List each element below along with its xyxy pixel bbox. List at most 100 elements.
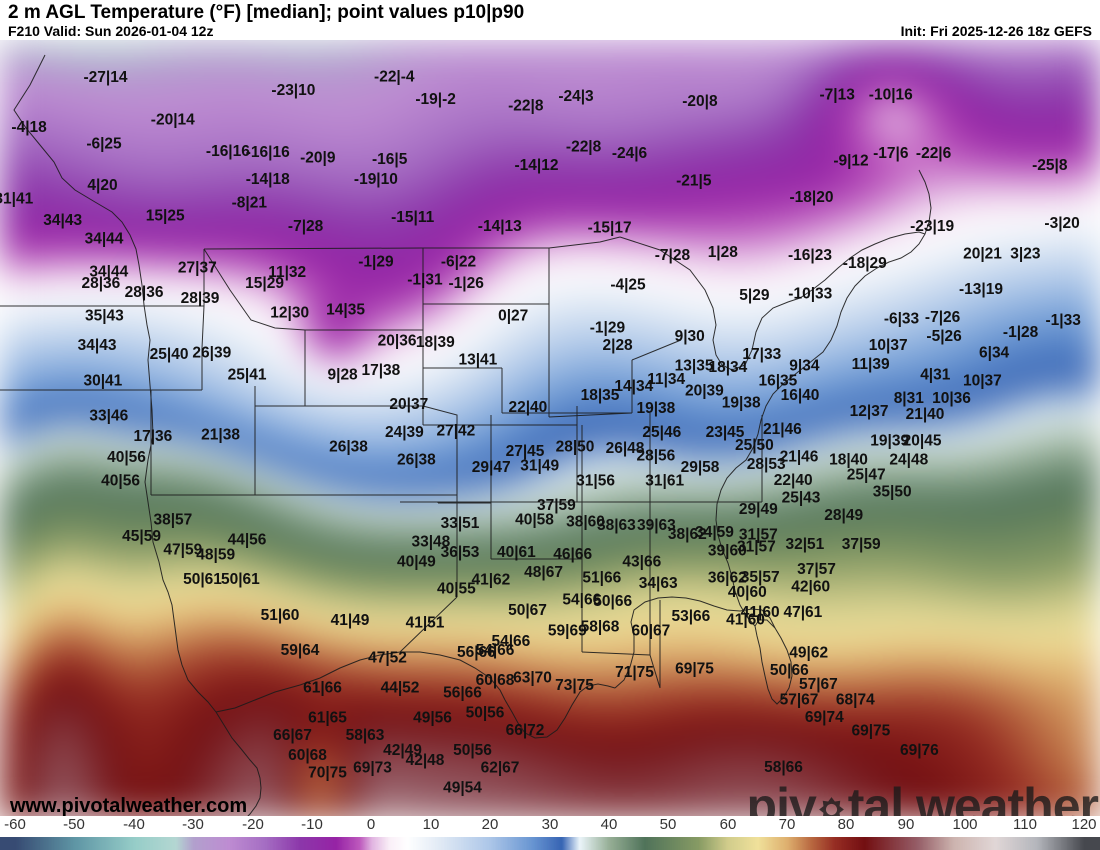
svg-text:-19|10: -19|10: [354, 171, 398, 188]
svg-text:-22|8: -22|8: [566, 139, 602, 156]
svg-text:31|41: 31|41: [0, 191, 34, 208]
svg-text:-4|25: -4|25: [610, 276, 646, 293]
svg-text:57|67: 57|67: [780, 691, 819, 708]
svg-text:70|75: 70|75: [308, 765, 347, 782]
svg-text:34|44: 34|44: [89, 264, 128, 281]
svg-text:30|41: 30|41: [83, 372, 122, 389]
svg-text:40|49: 40|49: [397, 553, 436, 570]
svg-text:-10|33: -10|33: [788, 286, 832, 303]
svg-text:25|43: 25|43: [782, 489, 821, 506]
svg-text:-21|5: -21|5: [676, 172, 712, 189]
svg-text:66|72: 66|72: [506, 722, 545, 739]
svg-text:16|40: 16|40: [781, 387, 820, 404]
svg-text:63|70: 63|70: [513, 670, 552, 687]
svg-text:40|60: 40|60: [728, 584, 767, 601]
svg-text:-1|28: -1|28: [1003, 324, 1039, 341]
svg-text:61|66: 61|66: [303, 680, 342, 697]
svg-text:47|52: 47|52: [368, 650, 407, 667]
svg-text:33|46: 33|46: [89, 408, 128, 425]
svg-text:21|40: 21|40: [906, 406, 945, 423]
svg-text:-1|31: -1|31: [407, 272, 443, 289]
svg-text:53|66: 53|66: [671, 608, 710, 625]
svg-text:57|67: 57|67: [799, 676, 838, 693]
svg-text:37|57: 37|57: [797, 561, 836, 578]
svg-text:9|30: 9|30: [675, 328, 705, 345]
svg-text:35|50: 35|50: [873, 484, 912, 501]
svg-text:11|39: 11|39: [852, 356, 890, 373]
svg-text:13|41: 13|41: [458, 352, 497, 369]
svg-text:20|45: 20|45: [903, 433, 942, 450]
svg-text:-18|29: -18|29: [843, 255, 887, 272]
svg-text:59|64: 59|64: [281, 642, 320, 659]
svg-text:29|49: 29|49: [739, 501, 778, 518]
svg-text:-5|26: -5|26: [926, 328, 962, 345]
svg-text:2|28: 2|28: [602, 337, 633, 354]
svg-text:46|66: 46|66: [553, 546, 592, 563]
svg-text:50|61: 50|61: [221, 571, 260, 588]
svg-text:61|65: 61|65: [308, 710, 347, 727]
svg-text:-22|6: -22|6: [916, 145, 952, 162]
svg-text:28|39: 28|39: [181, 290, 220, 307]
svg-text:28|50: 28|50: [556, 439, 595, 456]
svg-text:20|36: 20|36: [378, 333, 417, 350]
svg-text:19|38: 19|38: [636, 400, 675, 417]
svg-text:49|56: 49|56: [413, 710, 452, 727]
svg-text:-1|33: -1|33: [1046, 312, 1082, 329]
svg-text:-15|11: -15|11: [391, 209, 435, 226]
svg-text:-16|16: -16|16: [206, 143, 250, 160]
svg-text:22|40: 22|40: [508, 399, 547, 416]
svg-text:60|67: 60|67: [631, 622, 670, 639]
svg-text:17|36: 17|36: [133, 428, 172, 445]
svg-text:47|61: 47|61: [783, 604, 822, 621]
svg-text:-1|29: -1|29: [358, 253, 394, 270]
svg-text:26|38: 26|38: [329, 439, 368, 456]
svg-text:50|67: 50|67: [508, 602, 547, 619]
svg-text:34|63: 34|63: [639, 575, 678, 592]
svg-text:-9|12: -9|12: [833, 152, 868, 169]
svg-text:-10|16: -10|16: [869, 87, 913, 104]
svg-text:58|63: 58|63: [346, 727, 385, 744]
svg-text:-17|6: -17|6: [873, 145, 909, 162]
svg-text:20|39: 20|39: [685, 383, 724, 400]
svg-text:24|39: 24|39: [385, 424, 424, 441]
svg-text:-16|23: -16|23: [788, 247, 832, 264]
svg-text:-6|25: -6|25: [86, 136, 122, 153]
svg-text:37|59: 37|59: [842, 536, 881, 553]
svg-text:9|28: 9|28: [327, 366, 358, 383]
svg-text:26|38: 26|38: [397, 452, 436, 469]
svg-text:31|61: 31|61: [645, 472, 684, 489]
svg-text:6|34: 6|34: [979, 344, 1010, 361]
svg-text:40|56: 40|56: [101, 472, 140, 489]
svg-text:69|76: 69|76: [900, 742, 939, 759]
svg-text:-1|26: -1|26: [449, 275, 485, 292]
svg-text:-27|14: -27|14: [84, 69, 128, 86]
svg-text:27|37: 27|37: [178, 260, 217, 277]
svg-text:48|59: 48|59: [196, 546, 235, 563]
svg-text:34|43: 34|43: [78, 337, 117, 354]
svg-text:-4|18: -4|18: [11, 119, 47, 136]
svg-text:48|67: 48|67: [524, 564, 563, 581]
svg-text:60|68: 60|68: [288, 747, 327, 764]
svg-text:29|58: 29|58: [681, 459, 720, 476]
svg-text:60|68: 60|68: [476, 672, 515, 689]
svg-text:18|35: 18|35: [581, 387, 620, 404]
svg-text:-13|19: -13|19: [959, 281, 1003, 298]
svg-text:-22|-4: -22|-4: [374, 68, 415, 85]
svg-text:-8|21: -8|21: [232, 195, 268, 212]
svg-text:27|42: 27|42: [436, 422, 475, 439]
svg-text:-6|33: -6|33: [884, 311, 920, 328]
svg-text:66|67: 66|67: [273, 727, 312, 744]
svg-text:28|49: 28|49: [824, 507, 863, 524]
svg-text:21|38: 21|38: [201, 427, 240, 444]
svg-text:34|44: 34|44: [85, 230, 124, 247]
svg-text:-24|6: -24|6: [612, 145, 648, 162]
svg-text:54|66: 54|66: [491, 633, 530, 650]
svg-text:73|75: 73|75: [555, 677, 594, 694]
svg-text:-23|19: -23|19: [910, 218, 954, 235]
svg-text:10|37: 10|37: [869, 337, 908, 354]
svg-text:41|60: 41|60: [741, 604, 780, 621]
svg-text:-7|28: -7|28: [288, 218, 324, 235]
svg-text:35|43: 35|43: [85, 308, 124, 325]
svg-text:0|27: 0|27: [498, 308, 528, 325]
svg-text:3|23: 3|23: [1010, 246, 1041, 263]
